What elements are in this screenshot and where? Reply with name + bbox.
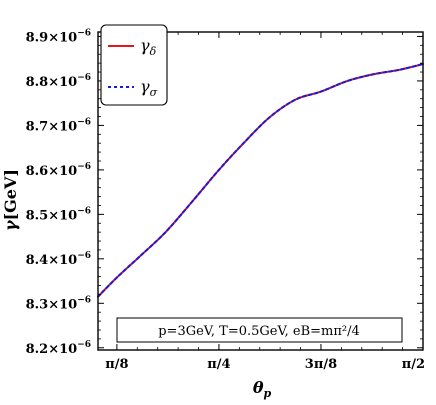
y-tick-label: 8.7×10−6 [26, 117, 91, 134]
series-lines [97, 63, 424, 298]
legend-label-gamma-sigma: γσ [140, 77, 158, 99]
y-tick-label: 8.6×10−6 [26, 162, 91, 179]
annotation-text: p=3GeV, T=0.5GeV, eB=mπ²/4 [158, 324, 360, 339]
legend-label-gamma-delta: γδ [140, 36, 157, 58]
y-tick-label: 8.8×10−6 [26, 73, 91, 90]
y-tick-label: 8.4×10−6 [26, 251, 91, 268]
legend-box [100, 24, 168, 106]
y-tick-label: 8.5×10−6 [26, 206, 91, 223]
x-tick-label: 3π/8 [305, 357, 337, 372]
x-tick-label: π/4 [207, 357, 230, 372]
annotation-box [116, 317, 403, 343]
axis-ticks [98, 32, 424, 350]
y-axis-title: γ[GeV] [1, 169, 20, 231]
x-tick-label: π/8 [105, 357, 128, 372]
y-tick-label: 8.3×10−6 [26, 295, 91, 312]
series-line-gamma-sigma [97, 63, 424, 298]
x-tick-label: π/2 [402, 357, 425, 372]
y-tick-label: 8.9×10−6 [26, 28, 91, 45]
x-axis-title: θp [253, 378, 272, 400]
y-tick-label: 8.2×10−6 [26, 340, 91, 357]
plot-frame [97, 31, 424, 351]
annotation: p=3GeV, T=0.5GeV, eB=mπ²/4 [116, 317, 403, 343]
tick-labels: 8.2×10−6 8.3×10−6 8.4×10−6 8.5×10−6 8.6×10−6… [26, 28, 425, 372]
legend: γδ γσ [100, 24, 168, 106]
